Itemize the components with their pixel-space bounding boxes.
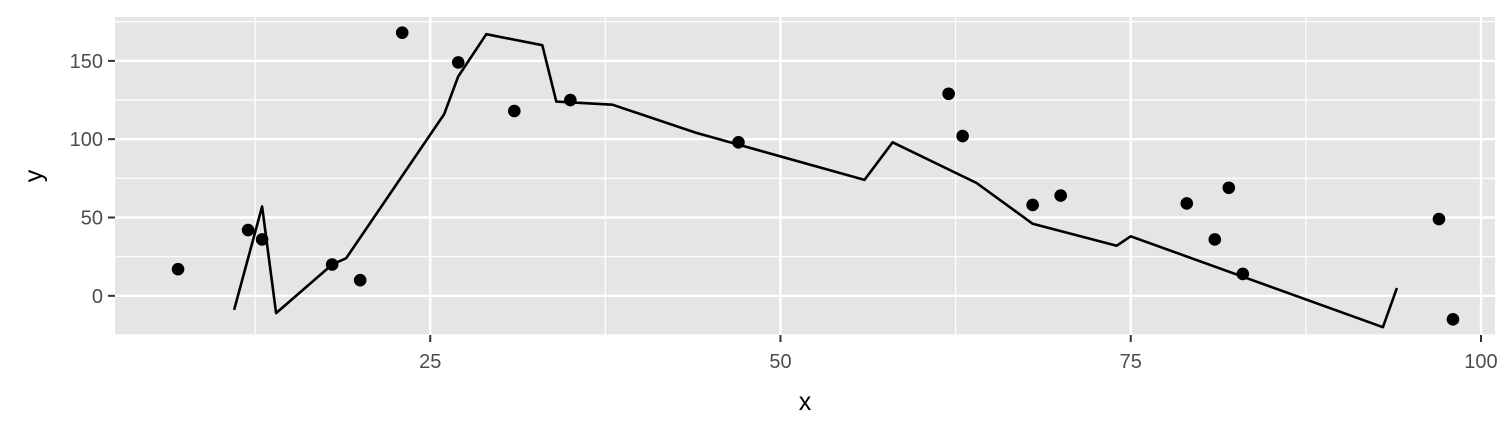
data-point — [255, 233, 269, 246]
grid-major — [115, 17, 1495, 335]
y-axis-title: y — [20, 169, 48, 182]
y-tick-label: 100 — [70, 129, 103, 151]
x-axis-title: x — [799, 388, 812, 416]
data-point — [1026, 198, 1039, 212]
data-point — [451, 56, 465, 69]
x-axis-ticks: 25 50 75 100 — [419, 335, 1498, 373]
x-tick-label: 100 — [1464, 351, 1497, 373]
y-tick-label: 150 — [70, 51, 103, 73]
data-point — [1432, 212, 1446, 226]
data-point — [1180, 197, 1194, 210]
x-tick-label: 75 — [1120, 351, 1142, 373]
data-point — [171, 262, 185, 276]
data-point — [1208, 233, 1222, 246]
data-points — [171, 26, 1460, 326]
data-point — [325, 258, 339, 271]
data-point — [507, 104, 521, 118]
x-tick-label: 25 — [419, 351, 441, 373]
data-point — [353, 273, 367, 287]
data-point — [1222, 181, 1236, 195]
data-point — [732, 136, 745, 149]
data-point — [241, 223, 255, 237]
y-tick-label: 0 — [92, 286, 103, 308]
data-point — [956, 129, 969, 143]
data-point — [1446, 313, 1460, 326]
data-point — [942, 87, 955, 101]
data-point — [1054, 189, 1067, 202]
x-tick-label: 50 — [769, 351, 791, 373]
data-point — [395, 26, 409, 39]
grid-minor — [115, 17, 1495, 336]
y-tick-label: 50 — [81, 208, 103, 230]
plot-panel — [115, 17, 1495, 335]
y-axis-ticks: 0 50 100 150 — [70, 51, 115, 308]
data-point — [1236, 267, 1250, 281]
data-point — [564, 93, 577, 107]
